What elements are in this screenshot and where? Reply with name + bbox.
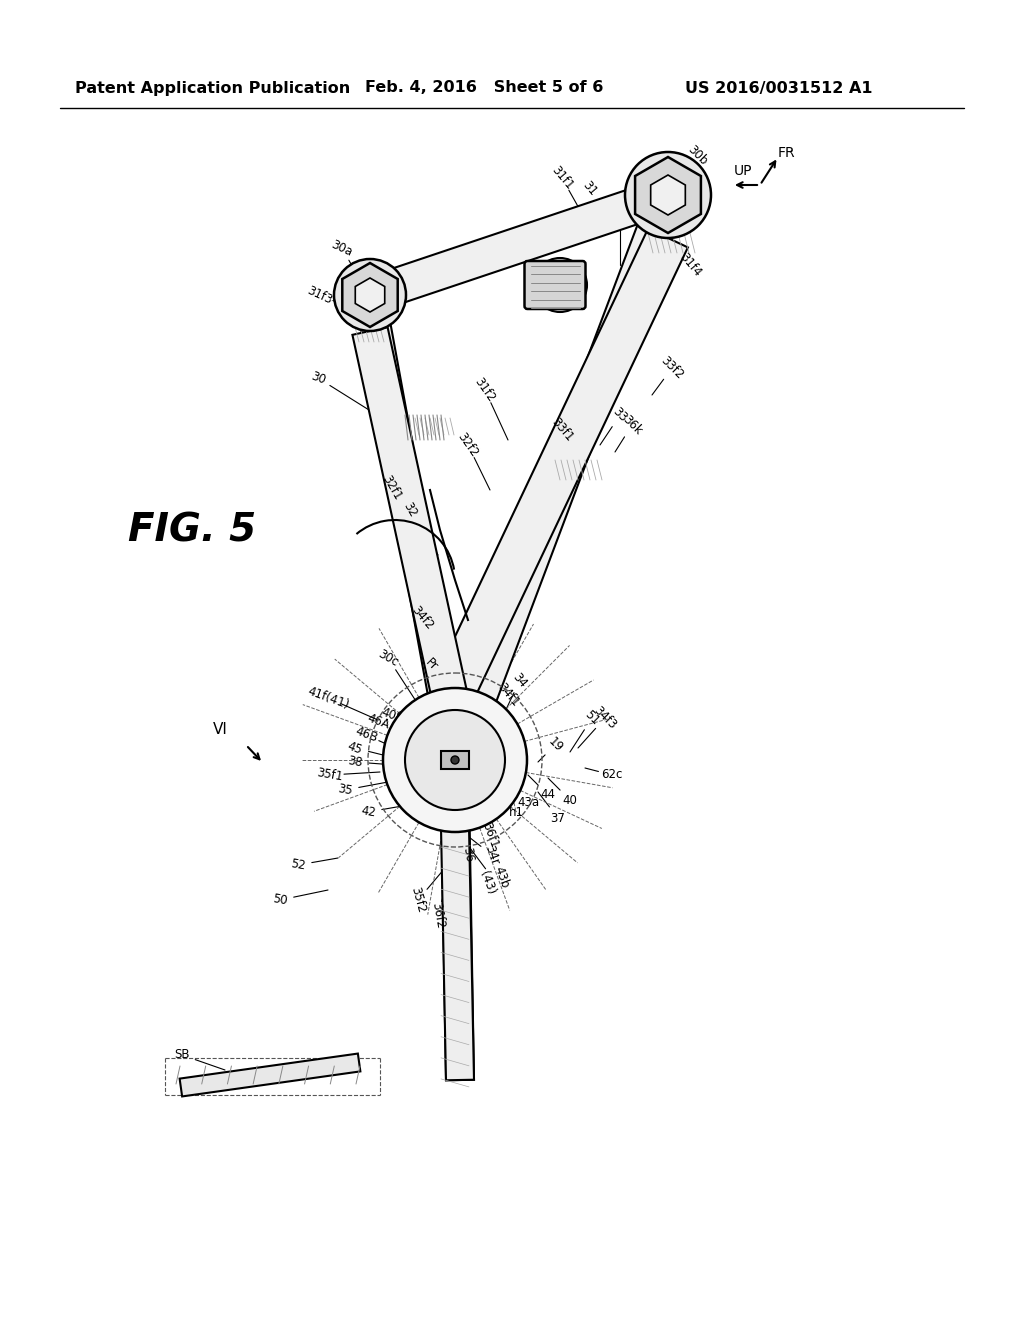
Polygon shape (441, 826, 474, 1080)
Text: 45: 45 (346, 739, 365, 756)
Text: 31f3: 31f3 (305, 284, 335, 306)
Text: Feb. 4, 2016   Sheet 5 of 6: Feb. 4, 2016 Sheet 5 of 6 (365, 81, 603, 95)
Text: 32: 32 (400, 500, 420, 520)
Text: 38: 38 (346, 754, 364, 770)
Text: Pr: Pr (423, 656, 440, 673)
Text: 32f2: 32f2 (455, 430, 481, 459)
Polygon shape (355, 279, 385, 312)
Text: 33f2: 33f2 (658, 354, 686, 381)
Text: 46A: 46A (365, 711, 391, 733)
Circle shape (334, 259, 406, 331)
Text: 34r: 34r (482, 843, 502, 866)
Polygon shape (650, 176, 685, 215)
Circle shape (406, 710, 505, 810)
Circle shape (451, 756, 459, 764)
Text: 30c: 30c (376, 647, 400, 669)
Text: 32f1: 32f1 (380, 474, 404, 503)
Text: 46B: 46B (353, 725, 379, 744)
Polygon shape (179, 1053, 360, 1097)
Text: 31f1: 31f1 (549, 164, 575, 193)
Text: FR: FR (778, 147, 796, 160)
Text: h1: h1 (509, 805, 523, 818)
Circle shape (534, 257, 587, 312)
Text: 35: 35 (337, 783, 353, 797)
Text: 44: 44 (541, 788, 555, 801)
Circle shape (625, 152, 711, 238)
Polygon shape (352, 327, 468, 702)
Text: Patent Application Publication: Patent Application Publication (75, 81, 350, 95)
Polygon shape (441, 789, 474, 1080)
Text: 19: 19 (545, 735, 565, 755)
Text: 31f2: 31f2 (472, 375, 498, 405)
Text: h2: h2 (451, 715, 470, 735)
Text: 35f1: 35f1 (315, 767, 344, 784)
Polygon shape (438, 189, 685, 767)
Text: 33: 33 (610, 405, 630, 425)
Text: SB: SB (174, 1048, 189, 1061)
Circle shape (383, 688, 527, 832)
Text: FIG. 5: FIG. 5 (128, 511, 256, 549)
Polygon shape (365, 178, 674, 312)
Bar (441, 751, 469, 770)
Text: 30b: 30b (685, 143, 711, 168)
Polygon shape (635, 157, 700, 234)
Text: 62c: 62c (601, 768, 623, 781)
Text: 52: 52 (290, 857, 306, 873)
Polygon shape (355, 292, 470, 763)
Text: UP: UP (734, 164, 753, 178)
Text: 34f3: 34f3 (591, 704, 618, 731)
Polygon shape (366, 181, 673, 309)
Text: 36: 36 (461, 846, 476, 863)
Text: 36f2: 36f2 (429, 900, 446, 929)
Text: 36f1: 36f1 (479, 820, 501, 850)
Text: 30: 30 (309, 370, 327, 387)
Text: 36k: 36k (620, 413, 644, 437)
FancyBboxPatch shape (524, 261, 586, 309)
Text: 18: 18 (610, 190, 630, 210)
Text: 30a: 30a (330, 238, 354, 259)
Text: 35f2: 35f2 (409, 886, 428, 915)
Text: 37: 37 (551, 812, 565, 825)
Text: 33f1: 33f1 (549, 416, 575, 445)
Polygon shape (435, 228, 688, 697)
Text: US 2016/0031512 A1: US 2016/0031512 A1 (685, 81, 872, 95)
Text: 34f1: 34f1 (495, 681, 521, 709)
Text: 43b
(43): 43b (43) (477, 863, 511, 896)
Text: VI: VI (213, 722, 228, 738)
Polygon shape (342, 263, 397, 327)
Text: 31: 31 (581, 178, 600, 198)
Text: 40f: 40f (379, 706, 401, 725)
Text: c2: c2 (441, 781, 455, 795)
Text: 41f(41): 41f(41) (305, 685, 350, 711)
Text: 43a: 43a (517, 796, 539, 808)
Text: 50: 50 (271, 892, 289, 908)
Text: 34: 34 (510, 671, 529, 690)
Text: 40: 40 (562, 793, 578, 807)
Text: 42: 42 (359, 804, 377, 820)
Text: 51: 51 (583, 708, 602, 727)
Text: 34f2: 34f2 (409, 603, 435, 632)
Text: 31f4: 31f4 (677, 251, 703, 280)
